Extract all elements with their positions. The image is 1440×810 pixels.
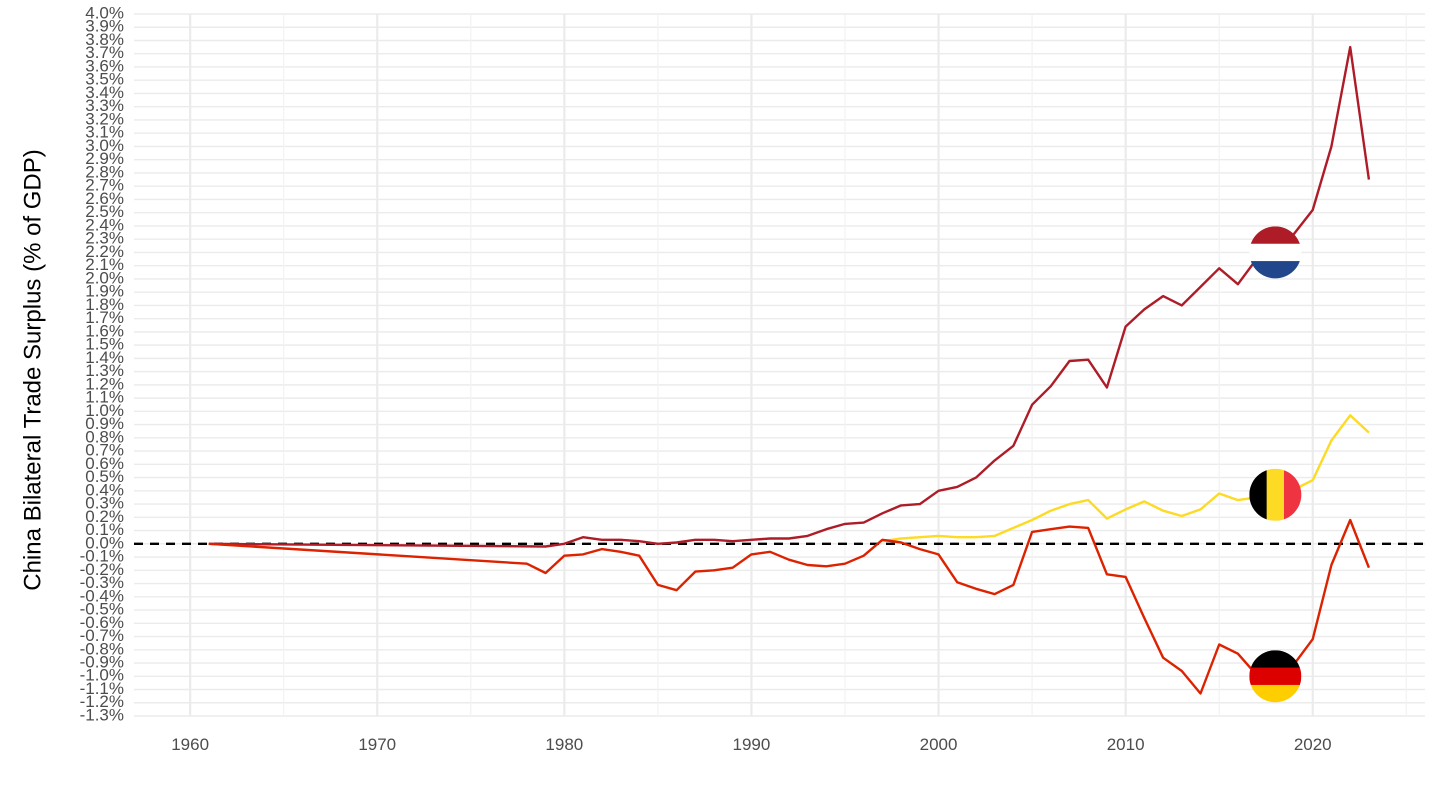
y-tick-label: 4.0% — [85, 3, 124, 22]
x-tick-label: 2020 — [1294, 735, 1332, 754]
y-tick-label: -0.3% — [80, 573, 124, 592]
y-tick-label: -0.5% — [80, 600, 124, 619]
y-tick-label: 0.0% — [85, 533, 124, 552]
y-tick-label: 2.1% — [85, 255, 124, 274]
y-tick-label: 3.7% — [85, 43, 124, 62]
y-tick-label: 2.7% — [85, 176, 124, 195]
x-tick-label: 1970 — [358, 735, 396, 754]
y-tick-label: -1.3% — [80, 705, 124, 724]
y-tick-label: 1.7% — [85, 308, 124, 327]
germany-flag — [1249, 650, 1302, 703]
flag-stripe — [1249, 243, 1302, 262]
y-tick-label: 0.3% — [85, 494, 124, 513]
y-tick-label: 1.0% — [85, 401, 124, 420]
flag-stripe — [1249, 650, 1302, 669]
y-axis-ticks: -1.3%-1.2%-1.1%-1.0%-0.9%-0.8%-0.7%-0.6%… — [80, 3, 124, 724]
y-tick-label: 0.6% — [85, 454, 124, 473]
y-tick-label: -1.2% — [80, 692, 124, 711]
grid — [134, 13, 1425, 717]
y-tick-label: -0.6% — [80, 613, 124, 632]
y-tick-label: 1.5% — [85, 335, 124, 354]
y-tick-label: -1.0% — [80, 666, 124, 685]
flag-markers — [1249, 226, 1302, 703]
flag-stripe — [1249, 226, 1302, 245]
flag-stripe — [1249, 261, 1302, 279]
y-tick-label: 2.6% — [85, 189, 124, 208]
x-tick-label: 1960 — [171, 735, 209, 754]
y-tick-label: 3.8% — [85, 30, 124, 49]
x-tick-label: 2010 — [1107, 735, 1145, 754]
flag-stripe — [1283, 468, 1302, 521]
y-tick-label: 0.1% — [85, 520, 124, 539]
flag-stripe — [1249, 667, 1302, 686]
y-tick-label: 3.2% — [85, 109, 124, 128]
y-tick-label: 1.9% — [85, 282, 124, 301]
y-tick-label: -0.9% — [80, 653, 124, 672]
y-tick-label: 3.9% — [85, 17, 124, 36]
y-tick-label: 1.4% — [85, 348, 124, 367]
y-tick-label: 2.0% — [85, 268, 124, 287]
y-tick-label: 1.2% — [85, 374, 124, 393]
y-tick-label: 3.4% — [85, 83, 124, 102]
series-line-germany — [208, 518, 1371, 695]
flag-stripe — [1266, 468, 1285, 521]
y-tick-label: 0.4% — [85, 480, 124, 499]
y-tick-label: 2.8% — [85, 162, 124, 181]
y-tick-label: -1.1% — [80, 679, 124, 698]
x-tick-label: 1990 — [733, 735, 771, 754]
y-tick-label: 3.1% — [85, 123, 124, 142]
y-tick-label: 3.5% — [85, 70, 124, 89]
flag-stripe — [1249, 684, 1302, 703]
y-tick-label: -0.7% — [80, 626, 124, 645]
y-tick-label: -0.1% — [80, 547, 124, 566]
y-tick-label: 0.8% — [85, 427, 124, 446]
y-tick-label: 0.5% — [85, 467, 124, 486]
y-tick-label: -0.2% — [80, 560, 124, 579]
x-tick-label: 2000 — [920, 735, 958, 754]
y-tick-label: 2.5% — [85, 202, 124, 221]
y-tick-label: 0.2% — [85, 507, 124, 526]
y-tick-label: 1.8% — [85, 295, 124, 314]
flag-stripe — [1249, 468, 1268, 521]
y-axis-title: China Bilateral Trade Surplus (% of GDP) — [19, 149, 46, 591]
x-tick-label: 1980 — [545, 735, 583, 754]
y-tick-label: 3.0% — [85, 136, 124, 155]
y-tick-label: 2.4% — [85, 215, 124, 234]
y-tick-label: 2.9% — [85, 149, 124, 168]
y-tick-label: 3.3% — [85, 96, 124, 115]
y-tick-label: 2.2% — [85, 242, 124, 261]
y-tick-label: 0.7% — [85, 441, 124, 460]
y-tick-label: 2.3% — [85, 229, 124, 248]
y-tick-label: 1.3% — [85, 361, 124, 380]
x-axis-ticks: 1960 1970 1980 1990 2000 2010 2020 — [171, 735, 1331, 754]
y-tick-label: -0.8% — [80, 639, 124, 658]
netherlands-flag — [1249, 226, 1302, 279]
y-tick-label: 0.9% — [85, 414, 124, 433]
y-tick-label: 1.6% — [85, 321, 124, 340]
y-tick-label: -0.4% — [80, 586, 124, 605]
belgium-flag — [1249, 468, 1302, 521]
series-line-netherlands — [208, 45, 1371, 548]
y-tick-label: 3.6% — [85, 56, 124, 75]
y-tick-label: 1.1% — [85, 388, 124, 407]
